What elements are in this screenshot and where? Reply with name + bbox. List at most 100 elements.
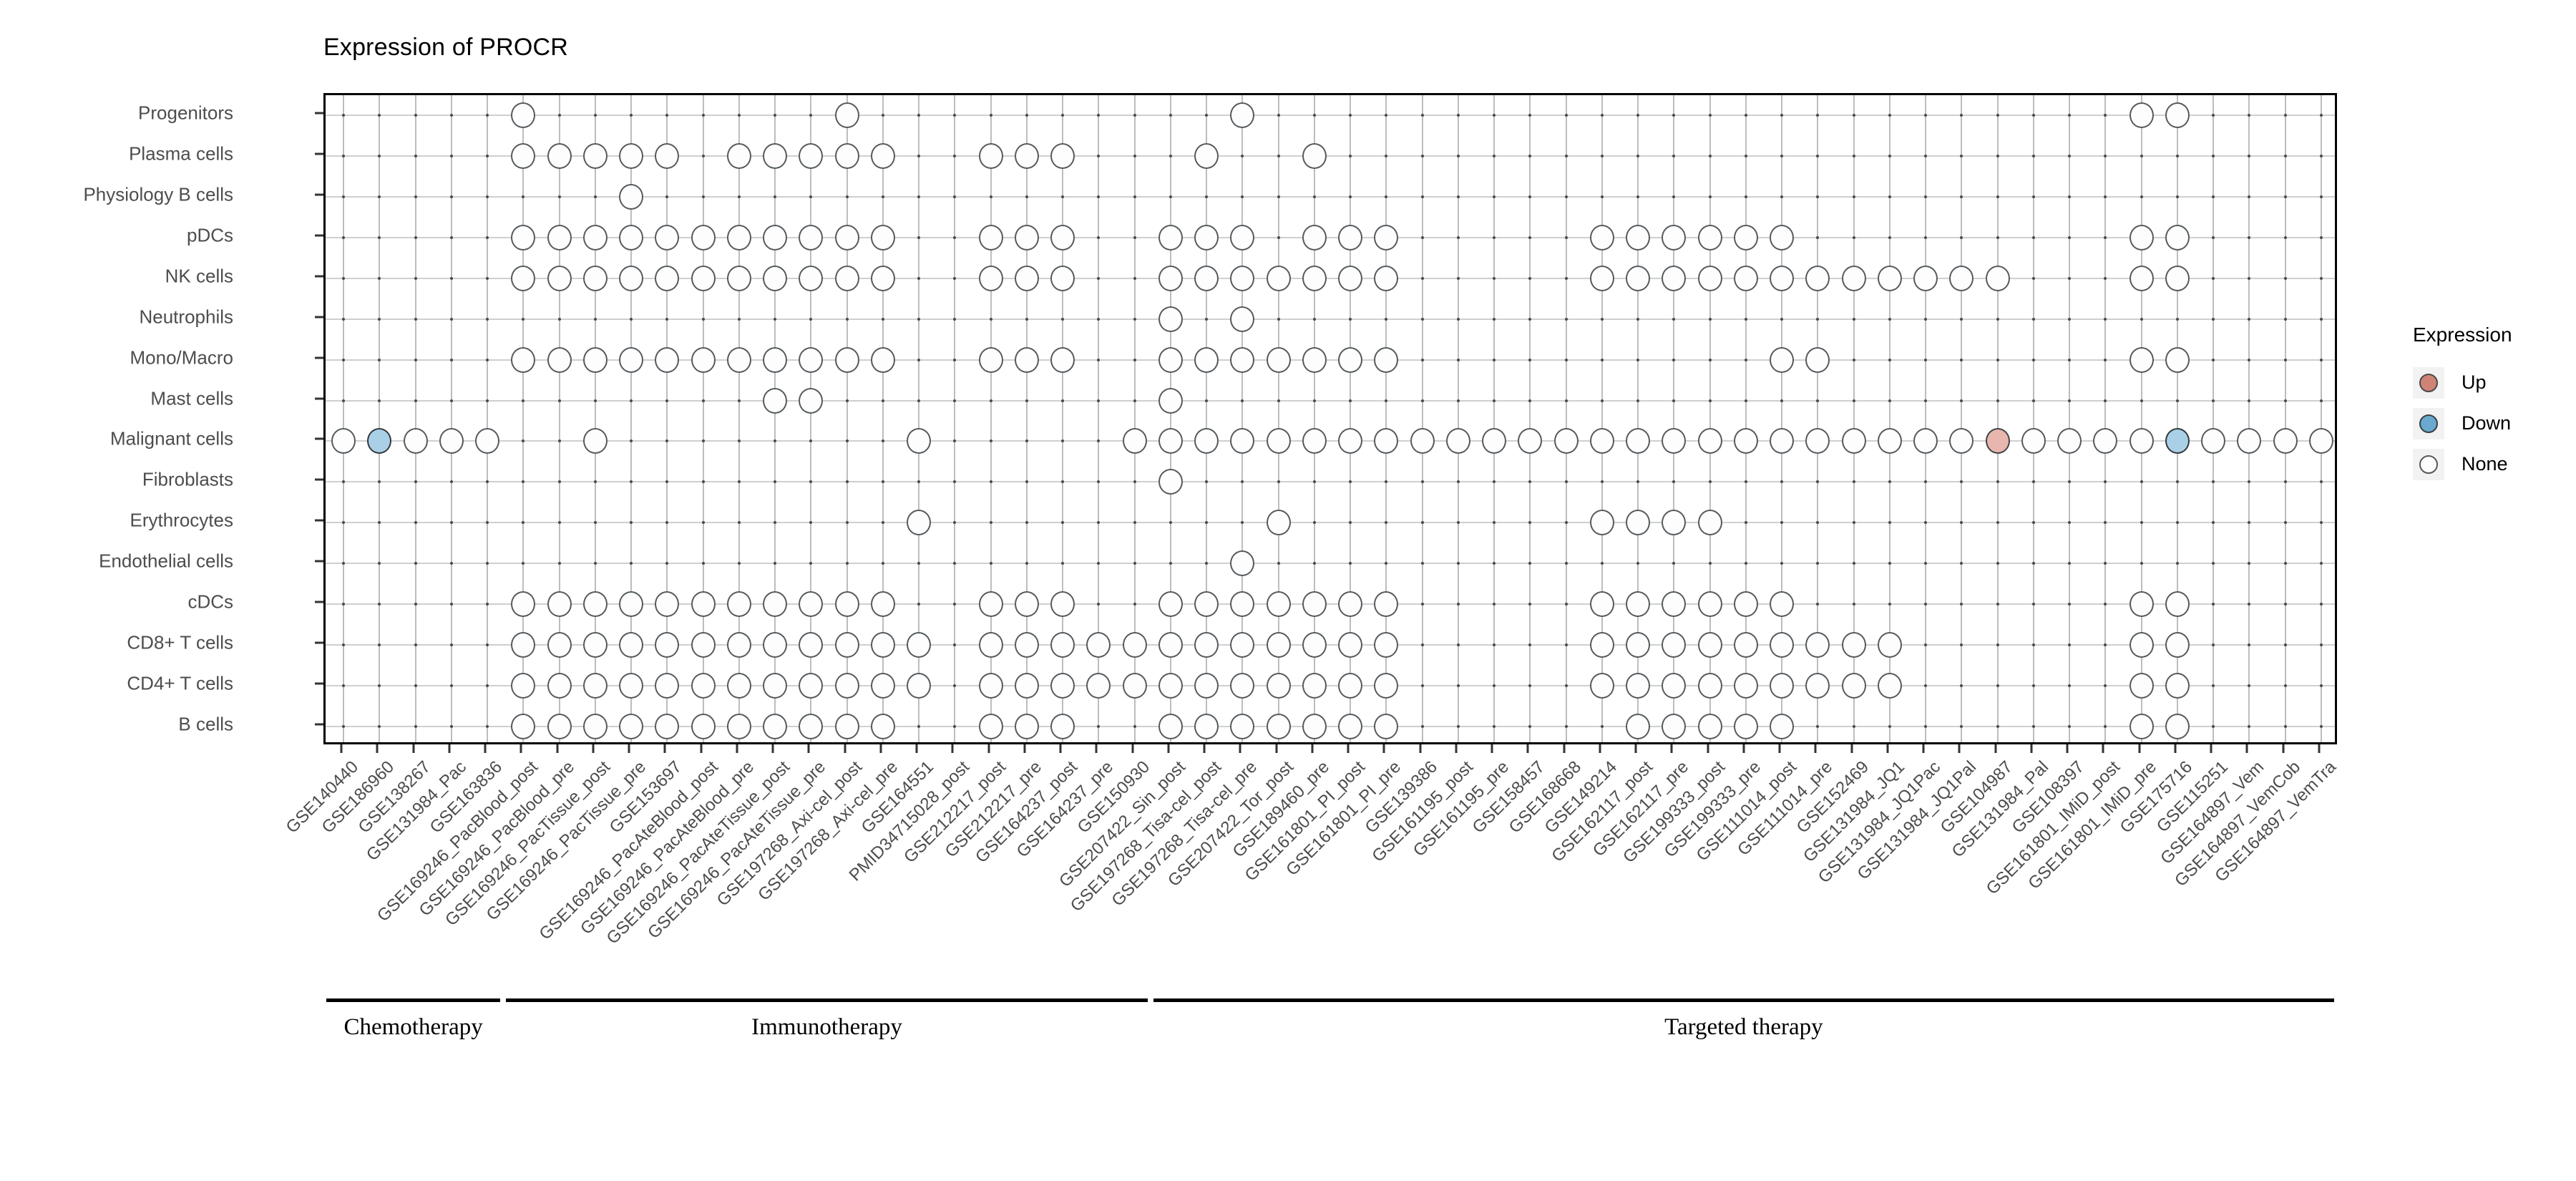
expression-dot[interactable] bbox=[978, 346, 1003, 373]
expression-dot[interactable] bbox=[763, 631, 788, 658]
expression-dot[interactable] bbox=[799, 631, 824, 658]
expression-dot[interactable] bbox=[870, 713, 895, 739]
expression-dot[interactable] bbox=[907, 510, 932, 536]
expression-dot[interactable] bbox=[1697, 510, 1722, 536]
expression-dot[interactable] bbox=[763, 143, 788, 170]
expression-dot[interactable] bbox=[1733, 631, 1758, 658]
expression-dot[interactable] bbox=[1158, 387, 1183, 414]
expression-dot[interactable] bbox=[655, 143, 680, 170]
expression-dot[interactable] bbox=[1662, 631, 1687, 658]
expression-dot[interactable] bbox=[799, 387, 824, 414]
expression-dot[interactable] bbox=[1626, 510, 1651, 536]
expression-dot[interactable] bbox=[1230, 590, 1255, 617]
expression-dot[interactable] bbox=[511, 143, 536, 170]
expression-dot[interactable] bbox=[1302, 225, 1327, 251]
expression-dot[interactable] bbox=[1770, 428, 1795, 455]
expression-dot[interactable] bbox=[1662, 510, 1687, 536]
legend-item[interactable]: Down bbox=[2413, 403, 2570, 444]
expression-dot[interactable] bbox=[619, 346, 644, 373]
expression-dot[interactable] bbox=[582, 672, 608, 699]
expression-dot[interactable] bbox=[1230, 265, 1255, 291]
expression-dot[interactable] bbox=[655, 713, 680, 739]
expression-dot[interactable] bbox=[1662, 672, 1687, 699]
expression-dot[interactable] bbox=[799, 143, 824, 170]
expression-dot[interactable] bbox=[1626, 225, 1651, 251]
expression-dot[interactable] bbox=[582, 631, 608, 658]
expression-dot[interactable] bbox=[511, 590, 536, 617]
expression-dot[interactable] bbox=[1841, 631, 1866, 658]
expression-dot[interactable] bbox=[1626, 590, 1651, 617]
expression-dot[interactable] bbox=[619, 225, 644, 251]
expression-dot[interactable] bbox=[1985, 265, 2010, 291]
expression-dot[interactable] bbox=[1626, 713, 1651, 739]
expression-dot[interactable] bbox=[582, 346, 608, 373]
expression-dot[interactable] bbox=[1770, 225, 1795, 251]
expression-dot[interactable] bbox=[691, 590, 716, 617]
expression-dot[interactable] bbox=[1697, 590, 1722, 617]
expression-dot[interactable] bbox=[1302, 631, 1327, 658]
expression-dot[interactable] bbox=[1662, 590, 1687, 617]
expression-dot[interactable] bbox=[1014, 346, 1039, 373]
expression-dot[interactable] bbox=[1733, 265, 1758, 291]
expression-dot[interactable] bbox=[1338, 713, 1363, 739]
expression-dot[interactable] bbox=[1194, 631, 1219, 658]
expression-dot[interactable] bbox=[2129, 631, 2154, 658]
expression-dot[interactable] bbox=[1302, 346, 1327, 373]
expression-dot[interactable] bbox=[331, 428, 356, 455]
expression-dot[interactable] bbox=[1194, 265, 1219, 291]
expression-dot[interactable] bbox=[1158, 590, 1183, 617]
expression-dot[interactable] bbox=[1877, 631, 1902, 658]
expression-dot[interactable] bbox=[907, 631, 932, 658]
expression-dot[interactable] bbox=[763, 713, 788, 739]
expression-dot[interactable] bbox=[1086, 672, 1111, 699]
expression-dot[interactable] bbox=[1482, 428, 1507, 455]
expression-dot[interactable] bbox=[1770, 265, 1795, 291]
expression-dot[interactable] bbox=[1158, 346, 1183, 373]
expression-dot[interactable] bbox=[1589, 590, 1614, 617]
expression-dot[interactable] bbox=[655, 346, 680, 373]
expression-dot[interactable] bbox=[1518, 428, 1543, 455]
expression-dot[interactable] bbox=[403, 428, 428, 455]
expression-dot[interactable] bbox=[726, 713, 751, 739]
expression-dot[interactable] bbox=[1374, 225, 1399, 251]
expression-dot[interactable] bbox=[763, 265, 788, 291]
expression-dot[interactable] bbox=[1302, 265, 1327, 291]
expression-dot[interactable] bbox=[2057, 428, 2082, 455]
expression-dot[interactable] bbox=[870, 143, 895, 170]
expression-dot[interactable] bbox=[1014, 672, 1039, 699]
expression-dot[interactable] bbox=[726, 590, 751, 617]
expression-dot[interactable] bbox=[1733, 672, 1758, 699]
expression-dot[interactable] bbox=[1374, 265, 1399, 291]
legend-item[interactable]: None bbox=[2413, 444, 2570, 485]
expression-dot[interactable] bbox=[1014, 143, 1039, 170]
expression-dot[interactable] bbox=[1230, 225, 1255, 251]
expression-dot[interactable] bbox=[1662, 225, 1687, 251]
expression-dot[interactable] bbox=[439, 428, 464, 455]
expression-dot[interactable] bbox=[2165, 713, 2190, 739]
expression-dot[interactable] bbox=[1338, 672, 1363, 699]
expression-dot[interactable] bbox=[547, 713, 572, 739]
expression-dot[interactable] bbox=[2237, 428, 2262, 455]
expression-dot[interactable] bbox=[619, 590, 644, 617]
expression-dot[interactable] bbox=[2165, 631, 2190, 658]
expression-dot[interactable] bbox=[619, 143, 644, 170]
expression-dot[interactable] bbox=[1374, 672, 1399, 699]
expression-dot[interactable] bbox=[2129, 713, 2154, 739]
expression-dot[interactable] bbox=[2165, 346, 2190, 373]
expression-dot[interactable] bbox=[1805, 265, 1830, 291]
expression-dot[interactable] bbox=[1050, 590, 1075, 617]
expression-dot[interactable] bbox=[1194, 225, 1219, 251]
expression-dot[interactable] bbox=[870, 346, 895, 373]
expression-dot[interactable] bbox=[1050, 143, 1075, 170]
legend-item[interactable]: Up bbox=[2413, 362, 2570, 403]
expression-dot[interactable] bbox=[1194, 672, 1219, 699]
expression-dot[interactable] bbox=[2129, 225, 2154, 251]
expression-dot[interactable] bbox=[1050, 346, 1075, 373]
expression-dot[interactable] bbox=[978, 590, 1003, 617]
expression-dot[interactable] bbox=[1662, 713, 1687, 739]
expression-dot[interactable] bbox=[1266, 346, 1291, 373]
expression-dot[interactable] bbox=[1014, 631, 1039, 658]
expression-dot[interactable] bbox=[2165, 102, 2190, 129]
expression-dot[interactable] bbox=[2129, 590, 2154, 617]
expression-dot[interactable] bbox=[1158, 469, 1183, 495]
